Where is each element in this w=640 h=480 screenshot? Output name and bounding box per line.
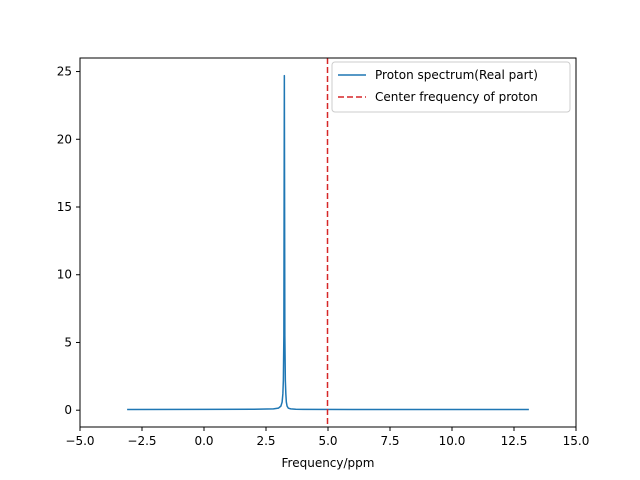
legend-box [331,61,571,113]
x-tick-label: 15.0 [563,434,590,448]
y-tick-label: 15 [57,200,72,214]
y-tick-label: 25 [57,65,72,79]
x-tick-label: 12.5 [501,434,528,448]
legend-label: Center frequency of proton [375,90,538,104]
y-tick-label: 10 [57,268,72,282]
x-axis-ticks: −5.0 −2.5 0.0 2.5 5.0 7.5 10.0 12.5 15.0 [65,427,589,448]
legend-label: Proton spectrum(Real part) [375,68,538,82]
y-tick-label: 20 [57,132,72,146]
x-tick-label: 2.5 [256,434,275,448]
x-tick-label: 5.0 [318,434,337,448]
x-tick-label: −2.5 [127,434,156,448]
y-tick-label: 0 [64,403,72,417]
x-axis-label: Frequency/ppm [282,456,375,470]
x-tick-label: 10.0 [439,434,466,448]
series-line-proton-spectrum [127,74,529,411]
y-axis-ticks: 0 5 10 15 20 25 [57,65,80,417]
plot-area [127,58,529,427]
y-tick-label: 5 [64,335,72,349]
legend: Proton spectrum(Real part) Center frequen… [331,61,571,113]
x-tick-label: 7.5 [380,434,399,448]
x-tick-label: −5.0 [65,434,94,448]
x-tick-label: 0.0 [194,434,213,448]
